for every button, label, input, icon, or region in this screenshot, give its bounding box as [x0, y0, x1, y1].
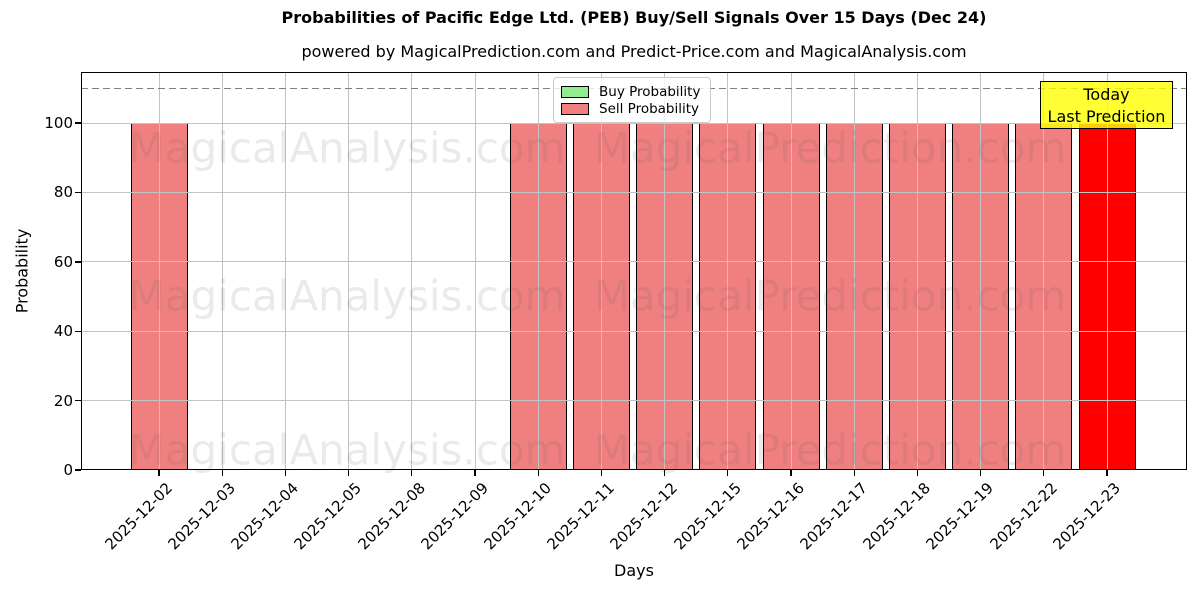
y-tick-mark	[75, 191, 81, 194]
x-tick-label: 2025-12-08	[354, 479, 429, 554]
today-annotation: Today Last Prediction	[1040, 81, 1173, 129]
y-tick-mark	[75, 330, 81, 332]
x-tick-label: 2025-12-09	[417, 479, 492, 554]
vertical-gridline	[1106, 72, 1108, 470]
vertical-gridline	[790, 72, 792, 470]
vertical-gridline	[600, 72, 602, 470]
x-tick-mark	[284, 470, 287, 476]
horizontal-gridline	[81, 400, 1187, 402]
buy-swatch-icon	[561, 85, 589, 98]
vertical-gridline	[221, 72, 223, 470]
vertical-gridline	[980, 72, 982, 470]
y-tick-mark	[75, 261, 81, 263]
x-axis-label: Days	[614, 561, 654, 580]
x-tick-label: 2025-12-23	[1049, 479, 1124, 554]
legend-sell-label: Sell Probability	[599, 100, 700, 117]
vertical-gridline	[537, 72, 539, 470]
y-tick-label: 40	[53, 322, 73, 341]
chart-subtitle: powered by MagicalPrediction.com and Pre…	[301, 42, 967, 61]
today-annotation-line1: Today	[1083, 85, 1130, 104]
x-tick-mark	[600, 470, 603, 476]
x-tick-mark	[853, 470, 855, 476]
legend-buy-label: Buy Probability	[599, 83, 701, 100]
today-annotation-line2: Last Prediction	[1047, 107, 1166, 126]
horizontal-gridline	[81, 122, 1187, 124]
chart-title: Probabilities of Pacific Edge Ltd. (PEB)…	[281, 8, 987, 27]
x-tick-label: 2025-12-05	[290, 479, 366, 554]
watermark-prediction: MagicalPrediction.com	[593, 425, 1067, 475]
vertical-gridline	[664, 72, 666, 470]
x-tick-mark	[537, 470, 539, 476]
horizontal-gridline	[81, 261, 1187, 263]
x-tick-mark	[664, 470, 666, 476]
watermark-analysis: MagicalAnalysis.com	[128, 123, 566, 173]
legend: Buy Probability Sell Probability	[553, 77, 711, 123]
x-tick-label: 2025-12-12	[606, 479, 682, 554]
x-tick-mark	[727, 470, 729, 476]
y-tick-mark	[75, 400, 81, 402]
x-tick-mark	[980, 470, 982, 476]
vertical-gridline	[284, 72, 286, 470]
vertical-gridline	[411, 72, 413, 470]
x-tick-mark	[790, 470, 792, 476]
vertical-gridline	[158, 72, 160, 470]
x-tick-mark	[221, 470, 223, 476]
vertical-gridline	[853, 72, 855, 470]
vertical-gridline	[916, 72, 918, 470]
x-tick-label: 2025-12-16	[733, 479, 808, 554]
sell-swatch-icon	[561, 102, 589, 115]
x-tick-label: 2025-12-11	[543, 479, 619, 554]
vertical-gridline	[474, 72, 476, 470]
y-tick-label: 60	[53, 252, 73, 271]
vertical-gridline	[348, 72, 350, 470]
watermark-prediction: MagicalPrediction.com	[593, 123, 1067, 173]
x-tick-mark	[1106, 470, 1108, 476]
legend-item-sell: Sell Probability	[561, 101, 703, 117]
x-tick-label: 2025-12-18	[859, 479, 935, 554]
x-tick-label: 2025-12-02	[101, 479, 176, 554]
y-tick-label: 0	[63, 461, 73, 479]
x-tick-label: 2025-12-04	[227, 479, 303, 554]
x-tick-mark	[348, 470, 350, 476]
watermark-analysis: MagicalAnalysis.com	[128, 271, 566, 321]
x-tick-label: 2025-12-03	[164, 479, 239, 554]
y-tick-mark	[75, 122, 81, 124]
x-tick-label: 2025-12-19	[922, 479, 998, 554]
x-tick-mark	[411, 470, 413, 476]
x-tick-label: 2025-12-10	[480, 479, 555, 554]
y-tick-mark	[75, 469, 81, 471]
x-tick-mark	[916, 470, 919, 476]
y-tick-label: 80	[53, 183, 73, 202]
y-tick-label: 20	[53, 391, 73, 410]
x-tick-label: 2025-12-22	[986, 479, 1061, 554]
x-tick-mark	[1043, 470, 1045, 476]
x-tick-label: 2025-12-15	[670, 479, 745, 554]
legend-item-buy: Buy Probability	[561, 84, 703, 100]
y-tick-label: 100	[44, 114, 73, 132]
watermark-analysis: MagicalAnalysis.com	[128, 425, 566, 475]
x-tick-mark	[474, 470, 476, 476]
horizontal-gridline	[81, 191, 1187, 193]
watermark-prediction: MagicalPrediction.com	[593, 271, 1067, 321]
vertical-gridline	[1043, 72, 1045, 470]
x-tick-label: 2025-12-17	[796, 479, 871, 554]
vertical-gridline	[727, 72, 729, 470]
horizontal-gridline	[81, 330, 1187, 332]
x-tick-mark	[158, 470, 160, 476]
